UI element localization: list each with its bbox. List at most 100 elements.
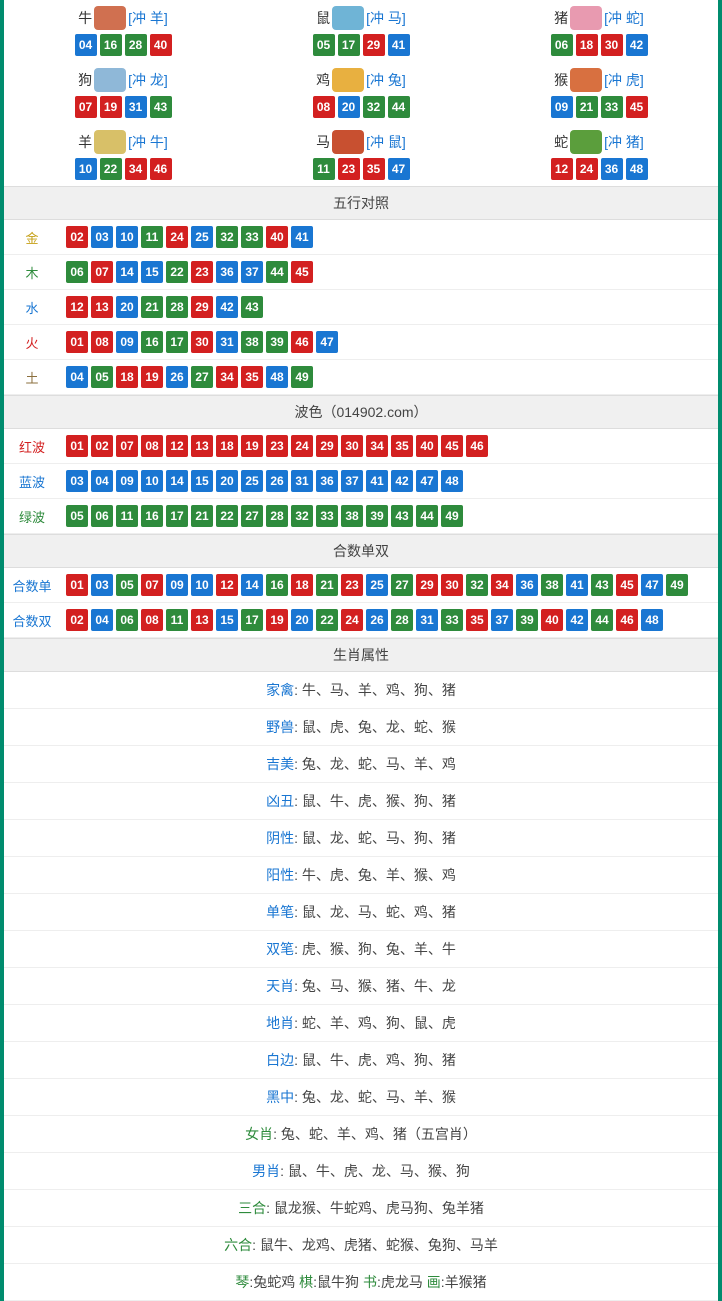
- zodiac-numbers: 08203244: [242, 96, 480, 118]
- attr-text: 鼠、龙、蛇、马、狗、猪: [302, 830, 456, 846]
- zodiac-numbers: 04162840: [4, 34, 242, 56]
- number-ball: 29: [191, 296, 213, 318]
- number-ball: 17: [166, 505, 188, 527]
- number-ball: 47: [316, 331, 338, 353]
- zodiac-name: 猴: [554, 70, 568, 90]
- number-ball: 46: [150, 158, 172, 180]
- number-ball: 31: [125, 96, 147, 118]
- row-numbers: 06071415222336374445: [60, 261, 313, 283]
- zodiac-grid: 牛[冲 羊]04162840鼠[冲 马]05172941猪[冲 蛇]061830…: [4, 0, 718, 186]
- number-ball: 42: [566, 609, 588, 631]
- heshu-rows: 合数单0103050709101214161821232527293032343…: [4, 568, 718, 638]
- number-ball: 13: [91, 296, 113, 318]
- number-ball: 26: [366, 609, 388, 631]
- number-ball: 01: [66, 331, 88, 353]
- data-row: 蓝波03040910141520252631363741424748: [4, 464, 718, 499]
- number-ball: 43: [150, 96, 172, 118]
- number-ball: 20: [116, 296, 138, 318]
- number-ball: 30: [441, 574, 463, 596]
- number-ball: 18: [576, 34, 598, 56]
- zodiac-name: 鸡: [316, 70, 330, 90]
- number-ball: 10: [116, 226, 138, 248]
- attr-row: 天肖: 兔、马、猴、猪、牛、龙: [4, 968, 718, 1005]
- attr-separator: :: [294, 1089, 302, 1105]
- number-ball: 42: [391, 470, 413, 492]
- zodiac-cell: 鸡[冲 兔]08203244: [242, 62, 480, 124]
- data-row: 火0108091617303138394647: [4, 325, 718, 360]
- zodiac-icon: [332, 6, 364, 30]
- number-ball: 45: [626, 96, 648, 118]
- number-ball: 35: [466, 609, 488, 631]
- number-ball: 32: [363, 96, 385, 118]
- number-ball: 34: [491, 574, 513, 596]
- zodiac-icon: [570, 68, 602, 92]
- zodiac-cell: 猴 [冲 虎] 09213345: [480, 62, 718, 124]
- number-ball: 17: [166, 331, 188, 353]
- row-label: 红波: [4, 437, 60, 456]
- number-ball: 17: [241, 609, 263, 631]
- number-ball: 44: [591, 609, 613, 631]
- attr-text: 鼠、牛、虎、鸡、狗、猪: [302, 1052, 456, 1068]
- number-ball: 43: [591, 574, 613, 596]
- attr-row: 女肖: 兔、蛇、羊、鸡、猪（五宫肖）: [4, 1116, 718, 1153]
- number-ball: 19: [266, 609, 288, 631]
- attr-text: 鼠、牛、虎、猴、狗、猪: [302, 793, 456, 809]
- number-ball: 36: [516, 574, 538, 596]
- attr-row: 双笔: 虎、猴、狗、兔、羊、牛: [4, 931, 718, 968]
- attr-row: 家禽: 牛、马、羊、鸡、狗、猪: [4, 672, 718, 709]
- data-row: 金02031011242532334041: [4, 220, 718, 255]
- attr-row: 黑中: 兔、龙、蛇、马、羊、猴: [4, 1079, 718, 1116]
- attr-label: 白边: [266, 1052, 294, 1068]
- number-ball: 16: [266, 574, 288, 596]
- number-ball: 42: [626, 34, 648, 56]
- number-ball: 14: [116, 261, 138, 283]
- wuxing-header: 五行对照: [4, 186, 718, 220]
- zodiac-icon: [570, 130, 602, 154]
- number-ball: 37: [491, 609, 513, 631]
- number-ball: 47: [388, 158, 410, 180]
- bose-rows: 红波0102070812131819232429303435404546蓝波03…: [4, 429, 718, 534]
- number-ball: 21: [576, 96, 598, 118]
- attr-label: 吉美: [266, 756, 294, 772]
- number-ball: 48: [441, 470, 463, 492]
- attr-separator: :: [280, 1163, 288, 1179]
- number-ball: 18: [216, 435, 238, 457]
- number-ball: 08: [313, 96, 335, 118]
- attr-row: 地肖: 蛇、羊、鸡、狗、鼠、虎: [4, 1005, 718, 1042]
- attr-separator: :: [294, 793, 302, 809]
- shuxing-header: 生肖属性: [4, 638, 718, 672]
- number-ball: 07: [141, 574, 163, 596]
- attr-label: 凶丑: [266, 793, 294, 809]
- number-ball: 23: [338, 158, 360, 180]
- row-label: 土: [4, 368, 60, 387]
- number-ball: 46: [291, 331, 313, 353]
- number-ball: 47: [641, 574, 663, 596]
- attr-separator: :: [294, 682, 302, 698]
- number-ball: 01: [66, 435, 88, 457]
- zodiac-conflict: [冲 羊]: [128, 8, 168, 28]
- zodiac-icon: [94, 130, 126, 154]
- number-ball: 22: [166, 261, 188, 283]
- row-label: 绿波: [4, 507, 60, 526]
- number-ball: 20: [291, 609, 313, 631]
- zodiac-conflict: [冲 虎]: [604, 70, 644, 90]
- attr-separator: :: [294, 1052, 302, 1068]
- zodiac-cell: 鼠[冲 马]05172941: [242, 0, 480, 62]
- number-ball: 33: [241, 226, 263, 248]
- zodiac-icon: [332, 130, 364, 154]
- zodiac-numbers: 09213345: [480, 96, 718, 118]
- attr-text: 牛、虎、兔、羊、猴、鸡: [302, 867, 456, 883]
- number-ball: 24: [341, 609, 363, 631]
- number-ball: 19: [241, 435, 263, 457]
- attr-text: 鼠、虎、兔、龙、蛇、猴: [302, 719, 456, 735]
- attr-label: 阳性: [266, 867, 294, 883]
- number-ball: 38: [241, 331, 263, 353]
- zodiac-conflict: [冲 牛]: [128, 132, 168, 152]
- zodiac-conflict: [冲 龙]: [128, 70, 168, 90]
- number-ball: 06: [91, 505, 113, 527]
- attr-separator: :: [294, 756, 302, 772]
- zodiac-cell: 牛[冲 羊]04162840: [4, 0, 242, 62]
- number-ball: 03: [66, 470, 88, 492]
- attr-label: 三合: [238, 1200, 266, 1216]
- number-ball: 09: [166, 574, 188, 596]
